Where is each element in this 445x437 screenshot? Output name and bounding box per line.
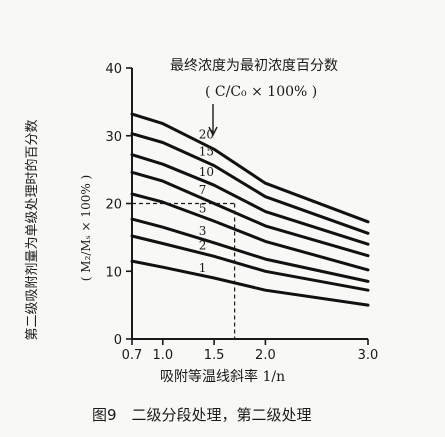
curve-label-1: 1 <box>199 261 207 275</box>
curve-label-7: 7 <box>199 183 207 197</box>
y-tick-label: 0 <box>114 333 122 348</box>
x-tick-label: 0.7 <box>122 348 143 363</box>
y-axis-label: 第二级吸附剂量为单级处理时的百分数 <box>24 119 40 340</box>
title-pointer-arrowhead <box>208 126 218 137</box>
curve-label-3: 3 <box>199 224 207 238</box>
chart-title-formula: ( C/C₀ × 100% ) <box>205 84 317 100</box>
curve-15 <box>130 132 370 235</box>
curve-label-10: 10 <box>199 165 214 179</box>
curve-param-labels: 20 15 10 7 5 32 1 <box>199 128 214 275</box>
y-tick-label: 20 <box>105 198 122 213</box>
curve-3 <box>130 217 370 283</box>
x-tick-label: 1.0 <box>152 348 173 363</box>
curve-label-15: 15 <box>199 145 214 159</box>
y-tick-label: 10 <box>105 265 122 280</box>
y-axis-label-formula: ( M₂/Mₛ × 100% ) <box>79 175 93 281</box>
curve-1 <box>130 259 370 307</box>
curve-2 <box>130 234 370 292</box>
curve-label-20: 20 <box>199 128 214 142</box>
curves <box>130 112 370 307</box>
curve-10 <box>130 153 370 246</box>
curve-20 <box>130 112 370 224</box>
curve-label-5: 5 <box>199 201 207 215</box>
chart-title: 最终浓度为最初浓度百分数 <box>170 57 338 74</box>
y-tick-label: 30 <box>105 130 122 145</box>
curve-7 <box>130 170 370 258</box>
figure-caption: 图9 二级分段处理，第二级处理 <box>92 406 312 424</box>
x-tick-label: 3.0 <box>358 348 379 363</box>
axis-ticks: 0 10 20 30 40 0.7 1.0 1.5 2.0 3.0 <box>105 62 378 363</box>
x-axis-label: 吸附等温线斜率 1/n <box>160 368 285 385</box>
reference-lines <box>132 202 236 339</box>
curve-label-2: 2 <box>199 238 207 252</box>
x-tick-label: 2.0 <box>255 348 276 363</box>
curve-5 <box>130 192 370 272</box>
x-tick-label: 1.5 <box>204 348 225 363</box>
y-tick-label: 40 <box>105 62 122 77</box>
